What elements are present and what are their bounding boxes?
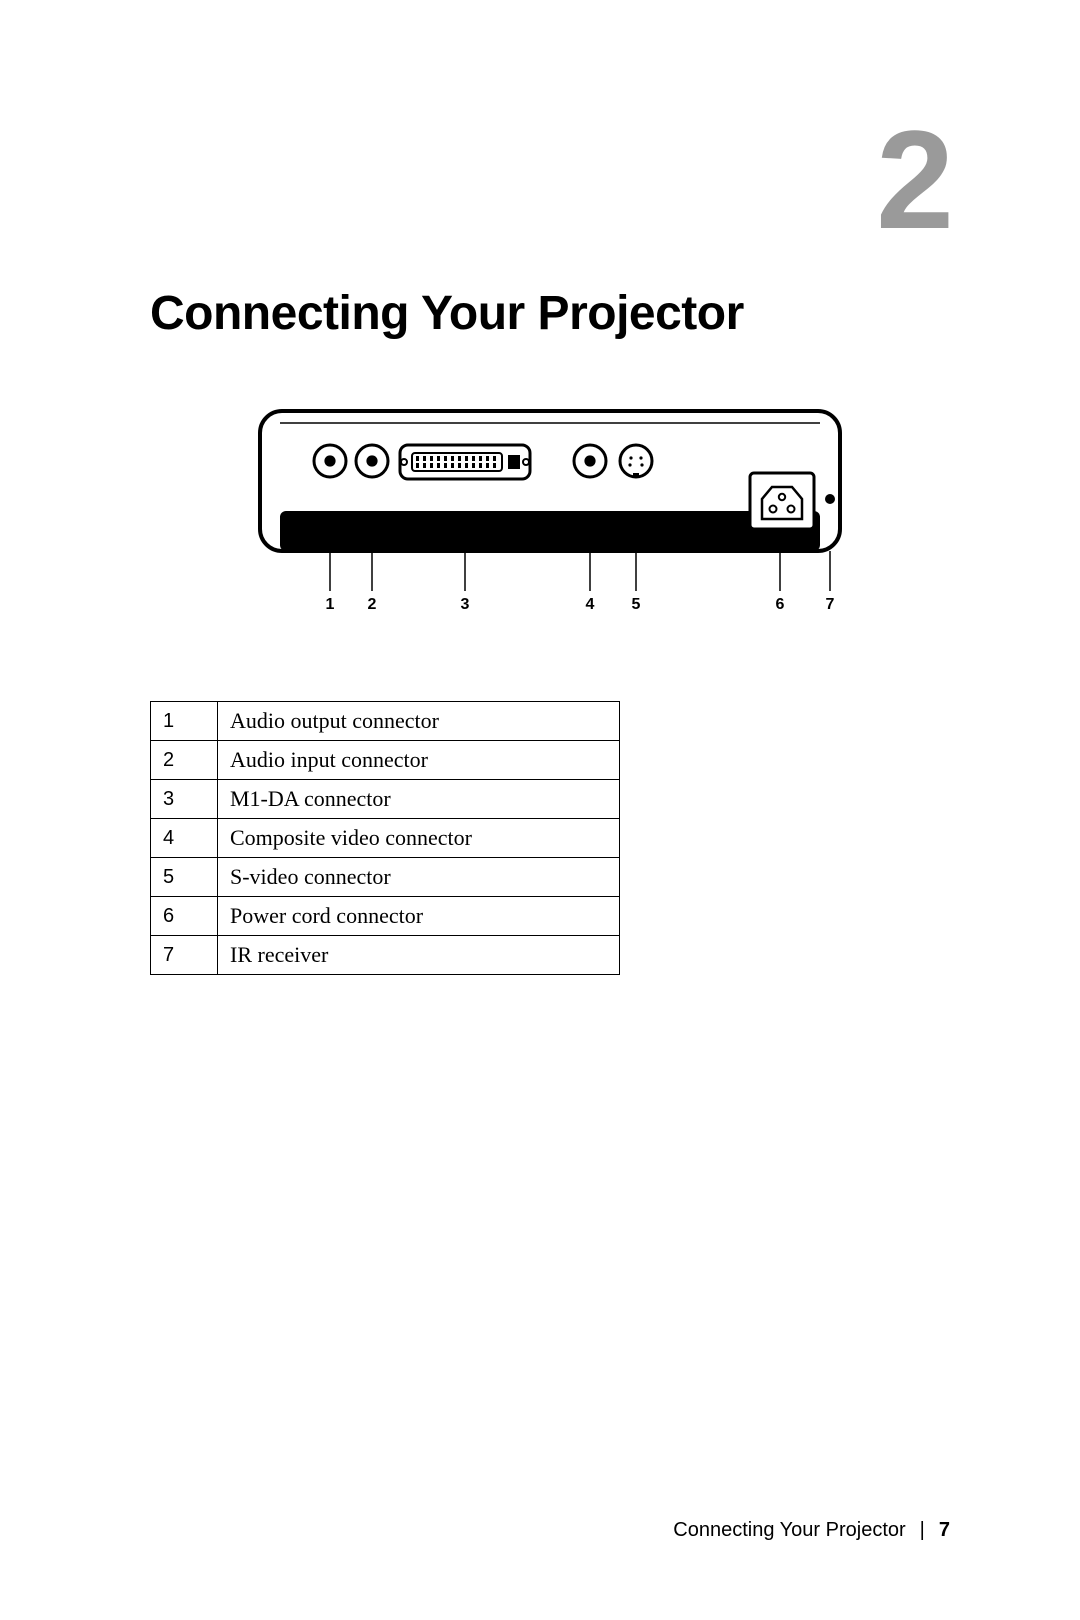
connector-number: 3 bbox=[151, 780, 218, 819]
svg-text:1: 1 bbox=[326, 596, 335, 613]
diagram-container: 1 2 3 4 5 6 7 bbox=[150, 401, 950, 621]
table-row: 3M1-DA connector bbox=[151, 780, 620, 819]
svg-text:7: 7 bbox=[826, 596, 835, 613]
connector-description: Audio input connector bbox=[218, 741, 620, 780]
projector-rear-diagram: 1 2 3 4 5 6 7 bbox=[250, 401, 850, 621]
connector-number: 6 bbox=[151, 897, 218, 936]
table-row: 6Power cord connector bbox=[151, 897, 620, 936]
page-footer: Connecting Your Projector | 7 bbox=[673, 1519, 950, 1542]
page-title: Connecting Your Projector bbox=[150, 286, 950, 341]
footer-section: Connecting Your Projector bbox=[673, 1519, 905, 1542]
svg-text:6: 6 bbox=[776, 596, 785, 613]
connector-description: M1-DA connector bbox=[218, 780, 620, 819]
chapter-number: 2 bbox=[150, 110, 950, 250]
connector-number: 5 bbox=[151, 858, 218, 897]
connector-description: Composite video connector bbox=[218, 819, 620, 858]
connector-number: 4 bbox=[151, 819, 218, 858]
table-row: 4Composite video connector bbox=[151, 819, 620, 858]
connector-description: Audio output connector bbox=[218, 702, 620, 741]
page: 2 Connecting Your Projector 1234567 1Aud… bbox=[0, 0, 1080, 1620]
connector-description: IR receiver bbox=[218, 936, 620, 975]
footer-separator: | bbox=[920, 1519, 925, 1542]
svg-text:5: 5 bbox=[632, 596, 641, 613]
svg-text:2: 2 bbox=[368, 596, 377, 613]
connector-number: 1 bbox=[151, 702, 218, 741]
footer-page-number: 7 bbox=[939, 1519, 950, 1542]
connector-description: S-video connector bbox=[218, 858, 620, 897]
svg-text:4: 4 bbox=[586, 596, 595, 613]
table-row: 7IR receiver bbox=[151, 936, 620, 975]
svg-text:3: 3 bbox=[461, 596, 470, 613]
connector-number: 2 bbox=[151, 741, 218, 780]
connectors-table: 1Audio output connector2Audio input conn… bbox=[150, 701, 620, 975]
table-row: 2Audio input connector bbox=[151, 741, 620, 780]
connector-description: Power cord connector bbox=[218, 897, 620, 936]
table-row: 1Audio output connector bbox=[151, 702, 620, 741]
table-row: 5S-video connector bbox=[151, 858, 620, 897]
connector-number: 7 bbox=[151, 936, 218, 975]
